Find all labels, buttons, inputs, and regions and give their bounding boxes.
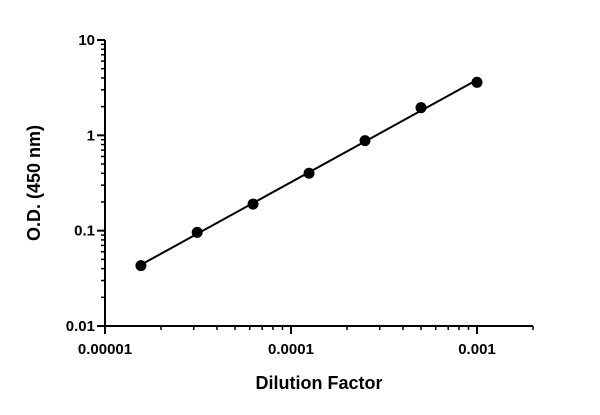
data-point [415,102,427,114]
y-tick-label: 0.1 [74,223,95,240]
x-tick-label: 0.001 [458,341,496,358]
axes [104,40,533,327]
ticks: 0.01 0.1 1 10 0.00001 0.0001 0.001 [66,32,534,358]
data-point [135,260,147,272]
data-points [135,76,483,272]
y-axis-label: O.D. (450 nm) [24,125,44,241]
y-tick-label: 0.01 [66,318,95,335]
data-point [359,135,371,147]
x-tick-label: 0.00001 [78,341,132,358]
data-point [191,226,203,238]
data-point [471,76,483,88]
data-point [303,167,315,179]
x-tick-label: 0.0001 [268,341,314,358]
y-tick-label: 1 [87,127,95,144]
x-axis-label: Dilution Factor [256,373,383,393]
data-point [247,198,259,210]
y-tick-label: 10 [78,32,95,49]
